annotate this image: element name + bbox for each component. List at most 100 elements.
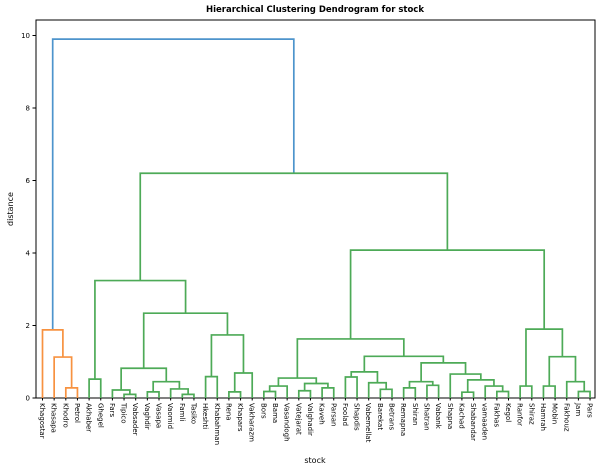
cluster-link xyxy=(53,356,73,398)
leaf-label: Vaghdir xyxy=(143,403,151,430)
cluster-link xyxy=(120,367,168,391)
leaf-label: Kaveh xyxy=(318,403,326,425)
cluster-link xyxy=(420,361,467,382)
leaf-label: Famli xyxy=(178,403,186,421)
cluster-link xyxy=(484,385,504,398)
cluster-link xyxy=(449,373,482,398)
leaf-label: Pars xyxy=(586,403,594,418)
leaf-label: Kegol xyxy=(504,403,512,422)
cluster-link xyxy=(268,385,288,398)
dendrogram-links xyxy=(41,38,591,398)
leaf-label: Rena xyxy=(224,403,232,421)
cluster-link xyxy=(349,249,546,339)
leaf-label: Fakhas xyxy=(492,403,500,427)
leaf-label: Khapars xyxy=(236,403,244,432)
leaf-label: Khagostar xyxy=(38,403,46,439)
y-tick-label: 2 xyxy=(26,322,30,330)
leaf-label: Mobin xyxy=(551,403,559,424)
leaf-label: Vabemellat xyxy=(364,403,372,443)
cluster-link xyxy=(146,390,160,398)
cluster-link xyxy=(88,378,102,398)
cluster-link xyxy=(228,390,242,398)
leaf-label: Akhaber xyxy=(85,403,93,432)
x-axis-ticks xyxy=(42,398,591,401)
cluster-link xyxy=(94,279,187,380)
cluster-link xyxy=(139,172,449,281)
cluster-link xyxy=(210,334,245,377)
cluster-link xyxy=(297,389,312,398)
leaf-label: Ghegel xyxy=(96,403,104,428)
cluster-link xyxy=(466,379,495,393)
cluster-link xyxy=(402,387,417,398)
leaf-label: Parsan xyxy=(329,403,337,426)
cluster-link xyxy=(41,329,64,398)
cluster-link xyxy=(461,391,475,398)
cluster-link xyxy=(51,38,295,330)
leaf-label: Tipico xyxy=(120,402,128,424)
leaf-label: Vasapa xyxy=(155,403,163,428)
y-tick-label: 6 xyxy=(26,177,31,185)
cluster-link xyxy=(408,380,434,388)
leaf-label: Vatejarat xyxy=(294,403,302,435)
plot-border xyxy=(35,19,596,399)
leaf-label: Shiran xyxy=(411,403,419,425)
leaf-label: Ranfor xyxy=(516,403,524,426)
cluster-link xyxy=(296,338,405,379)
cluster-link xyxy=(181,393,195,398)
cluster-link xyxy=(350,371,379,383)
cluster-link xyxy=(577,390,591,398)
y-axis-label: distance xyxy=(6,192,15,226)
cluster-link xyxy=(542,385,556,398)
leaf-label: Barekat xyxy=(376,403,384,430)
y-axis-ticks: 0 2 4 6 8 10 xyxy=(21,32,36,403)
leaf-label: Shapna xyxy=(446,403,454,429)
cluster-link xyxy=(565,380,586,398)
leaf-label: Vakharazm xyxy=(248,403,256,442)
leaf-label: Valghadir xyxy=(306,403,314,436)
leaf-label: Bama xyxy=(271,403,279,423)
cluster-link xyxy=(111,389,131,398)
cluster-link xyxy=(123,393,137,398)
leaf-label: Vaomid xyxy=(166,403,174,429)
cluster-link xyxy=(152,380,181,392)
cluster-link xyxy=(548,355,577,387)
y-tick-label: 10 xyxy=(21,32,30,40)
leaf-label: Hamrah xyxy=(539,403,547,431)
leaf-label: Jam xyxy=(574,402,582,416)
cluster-link xyxy=(204,375,219,398)
cluster-link xyxy=(233,372,254,398)
cluster-link xyxy=(321,387,335,398)
cluster-link xyxy=(426,384,440,398)
cluster-link xyxy=(525,328,564,387)
leaf-label: Kachad xyxy=(457,403,465,429)
leaf-label: Fakhouz xyxy=(562,403,570,432)
leaf-label: Vabank xyxy=(434,403,442,430)
leaf-label: Hkeshti xyxy=(201,403,209,429)
leaf-label: Khabahman xyxy=(213,403,221,445)
leaf-label: vamaaden xyxy=(481,403,489,440)
cluster-link xyxy=(277,377,318,387)
y-tick-label: 4 xyxy=(26,250,31,258)
leaf-label: Shabandar xyxy=(469,403,477,441)
leaf-label: Vasandogh xyxy=(283,403,291,442)
leaf-label: Tasiko xyxy=(189,402,197,424)
leaf-label: Khasapa xyxy=(50,403,58,433)
cluster-link xyxy=(263,390,277,398)
cluster-link xyxy=(367,381,388,398)
chart-title: Hierarchical Clustering Dendrogram for s… xyxy=(206,5,424,15)
y-tick-label: 0 xyxy=(26,395,30,403)
cluster-link xyxy=(303,382,329,391)
leaf-label: Remapna xyxy=(399,403,407,436)
leaf-label: Fars xyxy=(108,403,116,418)
y-tick-label: 8 xyxy=(26,105,30,113)
x-axis-label: stock xyxy=(304,456,326,465)
cluster-link xyxy=(142,312,229,369)
cluster-link xyxy=(169,388,189,398)
cluster-link xyxy=(64,387,79,398)
leaf-label: Foolad xyxy=(341,403,349,426)
leaf-label: Shatran xyxy=(422,403,430,431)
cluster-link xyxy=(379,388,393,398)
leaf-label: Vabsader xyxy=(131,403,139,436)
